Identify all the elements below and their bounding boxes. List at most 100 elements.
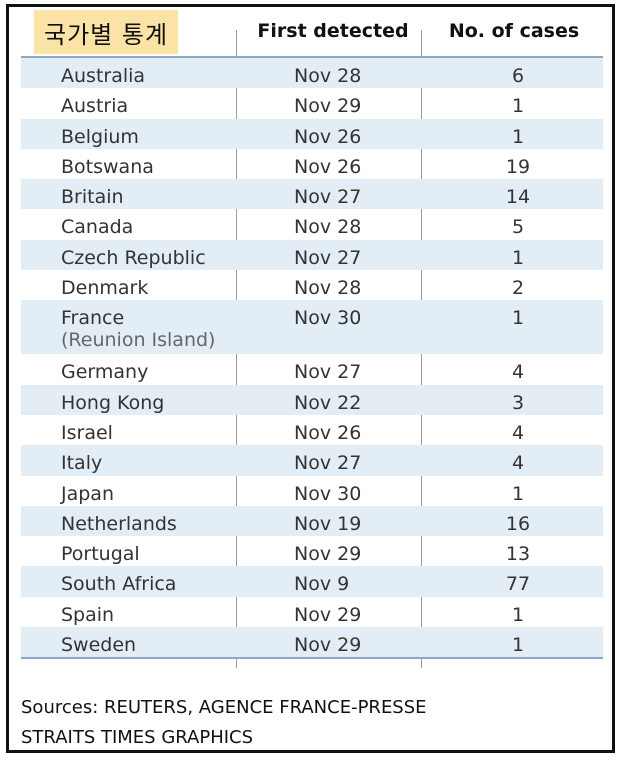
country-cell: Portugal (21, 536, 236, 565)
sources-line: Sources: REUTERS, AGENCE FRANCE-PRESSE (21, 697, 427, 718)
country-cell: Hong Kong (21, 385, 236, 414)
cases-cell: 5 (511, 216, 525, 239)
country-name: Spain (61, 603, 115, 626)
first-detected-cell: Nov 28 (294, 216, 362, 239)
table-row: Japan Nov 30 1 (21, 476, 603, 506)
country-cell: Japan (21, 476, 236, 505)
first-detected-cell: Nov 9 (294, 573, 350, 596)
table-row: Italy Nov 27 4 (21, 445, 603, 476)
country-name: Botswana (61, 155, 154, 178)
cases-cell: 1 (511, 482, 525, 505)
cases-cell: 19 (505, 155, 531, 178)
first-detected-cell: Nov 27 (294, 452, 362, 475)
cases-cell: 3 (511, 391, 525, 414)
country-note: (Reunion Island) (61, 329, 216, 352)
country-name: Italy (61, 452, 103, 475)
first-detected-cell: Nov 28 (294, 65, 362, 87)
title-badge: 국가별 통계 (34, 10, 179, 54)
cases-cell: 77 (505, 573, 531, 596)
cases-cell: 6 (511, 65, 525, 87)
country-name: Hong Kong (61, 391, 165, 414)
country-name: Austria (61, 95, 129, 118)
table-row: Australia Nov 28 6 (21, 58, 603, 89)
cases-cell: 16 (505, 512, 531, 535)
first-detected-cell: Nov 29 (294, 634, 362, 657)
table-row: Germany Nov 27 4 (21, 354, 603, 384)
country-cell: Austria (21, 88, 236, 117)
country-cell: Denmark (21, 270, 236, 299)
country-cell: South Africa (21, 566, 236, 595)
country-name: Canada (61, 216, 134, 239)
table-row: Netherlands Nov 19 16 (21, 505, 603, 537)
first-detected-cell: Nov 27 (294, 246, 362, 269)
country-cell: Germany (21, 354, 236, 383)
first-detected-cell: Nov 30 (294, 307, 362, 330)
credit-line: STRAITS TIMES GRAPHICS (21, 727, 254, 748)
cases-cell: 13 (505, 543, 531, 566)
cases-cell: 1 (511, 603, 525, 626)
country-cell: Britain (21, 179, 236, 208)
header-first-detected: First detected (257, 20, 409, 42)
country-cell: Canada (21, 209, 236, 238)
country-cell: Botswana (21, 149, 236, 178)
cases-cell: 14 (505, 186, 531, 209)
table-row: Belgium Nov 26 1 (21, 118, 603, 149)
country-cell: Italy (21, 445, 236, 474)
first-detected-cell: Nov 19 (294, 512, 362, 535)
first-detected-cell: Nov 28 (294, 277, 362, 300)
cases-cell: 1 (511, 95, 525, 118)
country-name: Germany (61, 361, 149, 384)
table-row: Canada Nov 28 5 (21, 209, 603, 239)
cases-cell: 1 (511, 307, 525, 330)
country-cell: Australia (21, 58, 236, 87)
table-row: Portugal Nov 29 13 (21, 536, 603, 566)
country-cell: Netherlands (21, 506, 236, 535)
first-detected-cell: Nov 22 (294, 391, 362, 414)
country-cell: Spain (21, 597, 236, 626)
cases-cell: 4 (511, 452, 525, 475)
header-number-of-cases: No. of cases (448, 20, 580, 42)
first-detected-cell: Nov 29 (294, 543, 362, 566)
country-name: Sweden (61, 634, 137, 657)
first-detected-cell: Nov 26 (294, 155, 362, 178)
cases-cell: 1 (511, 246, 525, 269)
table-row: Sweden Nov 29 1 (21, 627, 603, 658)
first-detected-cell: Nov 29 (294, 603, 362, 626)
first-detected-cell: Nov 26 (294, 421, 362, 444)
country-name: Australia (61, 65, 146, 87)
table-row: Czech Republic Nov 27 1 (21, 239, 603, 271)
country-name: Denmark (61, 277, 149, 300)
cases-cell: 1 (511, 634, 525, 657)
country-cell: Israel (21, 415, 236, 444)
country-name: France (61, 307, 125, 330)
table-row: Spain Nov 29 1 (21, 597, 603, 627)
country-name: Netherlands (61, 512, 177, 535)
country-name: Japan (61, 482, 114, 505)
country-name: Britain (61, 186, 124, 209)
table-row: Denmark Nov 28 2 (21, 270, 603, 300)
table-row: Botswana Nov 26 19 (21, 149, 603, 179)
table-row: Israel Nov 26 4 (21, 415, 603, 445)
country-cell: France (Reunion Island) (21, 300, 236, 351)
country-name: Czech Republic (61, 246, 206, 269)
table-row: Hong Kong Nov 22 3 (21, 384, 603, 415)
country-cell: Czech Republic (21, 240, 236, 269)
cases-cell: 4 (511, 421, 525, 444)
data-table: Australia Nov 28 6 Austria Nov 29 1 Belgium Nov… (21, 56, 603, 660)
first-detected-cell: Nov 26 (294, 125, 362, 148)
country-name: Israel (61, 421, 113, 444)
first-detected-cell: Nov 30 (294, 482, 362, 505)
country-cell: Belgium (21, 119, 236, 148)
country-cell: Sweden (21, 627, 236, 656)
first-detected-cell: Nov 27 (294, 361, 362, 384)
first-detected-cell: Nov 27 (294, 186, 362, 209)
first-detected-cell: Nov 29 (294, 95, 362, 118)
table-row: France (Reunion Island) Nov 30 1 (21, 300, 603, 355)
country-name: Belgium (61, 125, 139, 148)
table-row: South Africa Nov 9 77 (21, 566, 603, 597)
cases-cell: 1 (511, 125, 525, 148)
table-row: Austria Nov 29 1 (21, 88, 603, 118)
table-row: Britain Nov 27 14 (21, 179, 603, 210)
country-name: South Africa (61, 573, 177, 596)
country-name: Portugal (61, 543, 140, 566)
